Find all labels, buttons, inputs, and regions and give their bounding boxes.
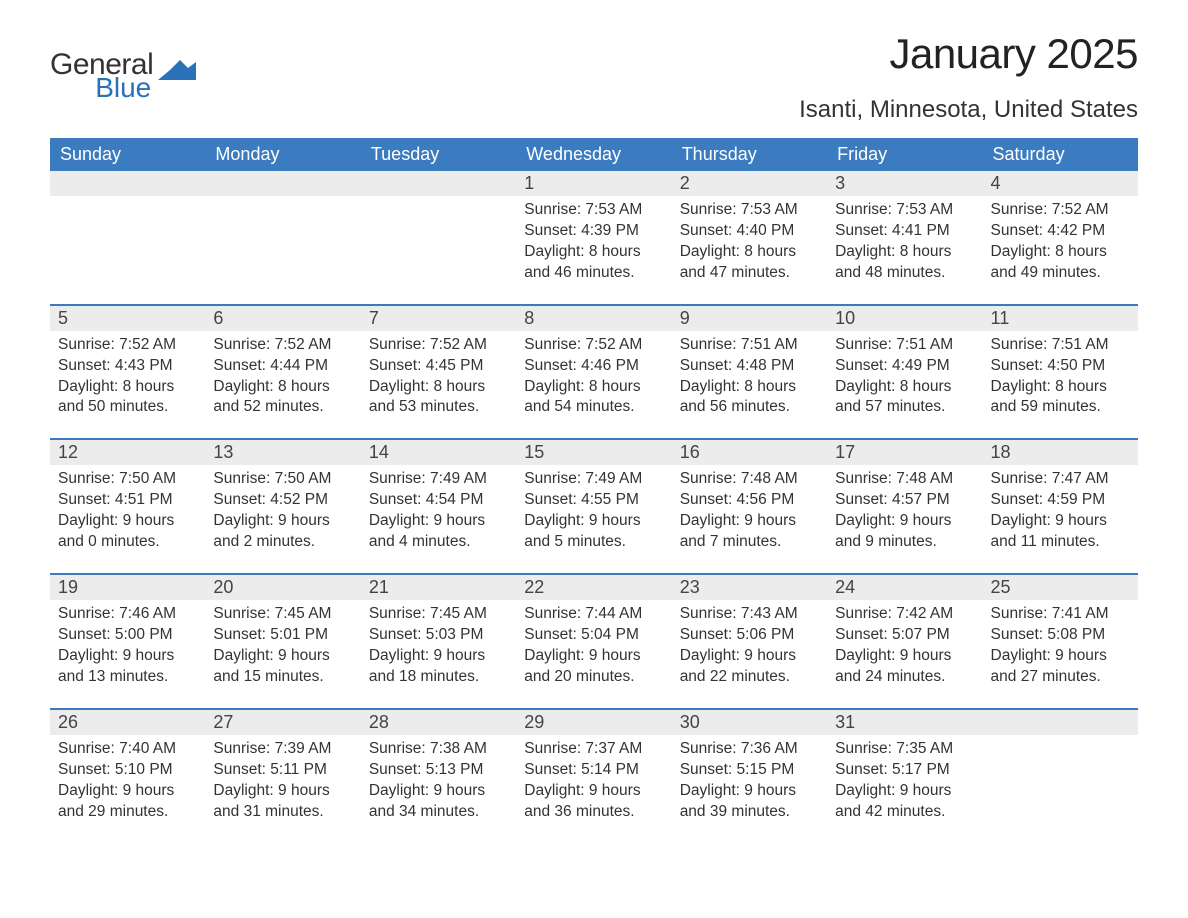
weekday-header: Wednesday (516, 138, 671, 171)
empty-cell (983, 709, 1138, 735)
day-number: 11 (983, 305, 1138, 331)
weekday-header: Thursday (672, 138, 827, 171)
weekday-header: Sunday (50, 138, 205, 171)
day-number: 6 (205, 305, 360, 331)
day-cell: Sunrise: 7:44 AMSunset: 5:04 PMDaylight:… (516, 600, 671, 709)
day-cell: Sunrise: 7:45 AMSunset: 5:01 PMDaylight:… (205, 600, 360, 709)
day-number: 12 (50, 439, 205, 465)
day-cell: Sunrise: 7:53 AMSunset: 4:41 PMDaylight:… (827, 196, 982, 305)
day-cell: Sunrise: 7:50 AMSunset: 4:51 PMDaylight:… (50, 465, 205, 574)
day-number: 10 (827, 305, 982, 331)
logo: General Blue (50, 50, 196, 102)
day-number: 30 (672, 709, 827, 735)
day-number: 5 (50, 305, 205, 331)
empty-cell (50, 196, 205, 305)
day-cell: Sunrise: 7:37 AMSunset: 5:14 PMDaylight:… (516, 735, 671, 843)
day-cell: Sunrise: 7:35 AMSunset: 5:17 PMDaylight:… (827, 735, 982, 843)
day-number: 31 (827, 709, 982, 735)
day-cell: Sunrise: 7:52 AMSunset: 4:44 PMDaylight:… (205, 331, 360, 440)
day-number: 28 (361, 709, 516, 735)
day-cell: Sunrise: 7:51 AMSunset: 4:50 PMDaylight:… (983, 331, 1138, 440)
day-cell: Sunrise: 7:46 AMSunset: 5:00 PMDaylight:… (50, 600, 205, 709)
flag-icon (158, 54, 196, 80)
day-number: 3 (827, 171, 982, 196)
day-number: 20 (205, 574, 360, 600)
day-cell: Sunrise: 7:52 AMSunset: 4:42 PMDaylight:… (983, 196, 1138, 305)
weekday-header: Friday (827, 138, 982, 171)
weekday-header: Tuesday (361, 138, 516, 171)
day-cell: Sunrise: 7:49 AMSunset: 4:55 PMDaylight:… (516, 465, 671, 574)
day-cell: Sunrise: 7:36 AMSunset: 5:15 PMDaylight:… (672, 735, 827, 843)
day-number: 27 (205, 709, 360, 735)
day-cell: Sunrise: 7:53 AMSunset: 4:39 PMDaylight:… (516, 196, 671, 305)
calendar-table: SundayMondayTuesdayWednesdayThursdayFrid… (50, 138, 1138, 843)
day-number: 23 (672, 574, 827, 600)
day-number: 13 (205, 439, 360, 465)
day-number: 1 (516, 171, 671, 196)
weekday-header: Saturday (983, 138, 1138, 171)
day-number: 15 (516, 439, 671, 465)
day-number: 26 (50, 709, 205, 735)
weekday-header: Monday (205, 138, 360, 171)
day-cell: Sunrise: 7:47 AMSunset: 4:59 PMDaylight:… (983, 465, 1138, 574)
day-cell: Sunrise: 7:42 AMSunset: 5:07 PMDaylight:… (827, 600, 982, 709)
day-number: 8 (516, 305, 671, 331)
day-cell: Sunrise: 7:51 AMSunset: 4:48 PMDaylight:… (672, 331, 827, 440)
day-cell: Sunrise: 7:51 AMSunset: 4:49 PMDaylight:… (827, 331, 982, 440)
day-number: 21 (361, 574, 516, 600)
day-number: 25 (983, 574, 1138, 600)
day-number: 29 (516, 709, 671, 735)
day-cell: Sunrise: 7:43 AMSunset: 5:06 PMDaylight:… (672, 600, 827, 709)
day-cell: Sunrise: 7:53 AMSunset: 4:40 PMDaylight:… (672, 196, 827, 305)
day-cell: Sunrise: 7:41 AMSunset: 5:08 PMDaylight:… (983, 600, 1138, 709)
day-number: 18 (983, 439, 1138, 465)
day-cell: Sunrise: 7:50 AMSunset: 4:52 PMDaylight:… (205, 465, 360, 574)
empty-cell (50, 171, 205, 196)
empty-cell (361, 196, 516, 305)
day-number: 2 (672, 171, 827, 196)
empty-cell (983, 735, 1138, 843)
day-number: 16 (672, 439, 827, 465)
day-cell: Sunrise: 7:48 AMSunset: 4:56 PMDaylight:… (672, 465, 827, 574)
day-cell: Sunrise: 7:40 AMSunset: 5:10 PMDaylight:… (50, 735, 205, 843)
day-cell: Sunrise: 7:52 AMSunset: 4:45 PMDaylight:… (361, 331, 516, 440)
day-number: 4 (983, 171, 1138, 196)
day-cell: Sunrise: 7:45 AMSunset: 5:03 PMDaylight:… (361, 600, 516, 709)
day-cell: Sunrise: 7:48 AMSunset: 4:57 PMDaylight:… (827, 465, 982, 574)
day-number: 24 (827, 574, 982, 600)
empty-cell (205, 171, 360, 196)
day-number: 22 (516, 574, 671, 600)
day-number: 17 (827, 439, 982, 465)
day-number: 14 (361, 439, 516, 465)
day-cell: Sunrise: 7:52 AMSunset: 4:46 PMDaylight:… (516, 331, 671, 440)
weekday-header-row: SundayMondayTuesdayWednesdayThursdayFrid… (50, 138, 1138, 171)
empty-cell (361, 171, 516, 196)
header: General Blue January 2025 Isanti, Minnes… (50, 30, 1138, 132)
day-cell: Sunrise: 7:49 AMSunset: 4:54 PMDaylight:… (361, 465, 516, 574)
day-cell: Sunrise: 7:38 AMSunset: 5:13 PMDaylight:… (361, 735, 516, 843)
month-title: January 2025 (799, 30, 1138, 78)
day-number: 9 (672, 305, 827, 331)
location: Isanti, Minnesota, United States (799, 96, 1138, 124)
day-cell: Sunrise: 7:52 AMSunset: 4:43 PMDaylight:… (50, 331, 205, 440)
empty-cell (205, 196, 360, 305)
day-number: 19 (50, 574, 205, 600)
day-number: 7 (361, 305, 516, 331)
day-cell: Sunrise: 7:39 AMSunset: 5:11 PMDaylight:… (205, 735, 360, 843)
